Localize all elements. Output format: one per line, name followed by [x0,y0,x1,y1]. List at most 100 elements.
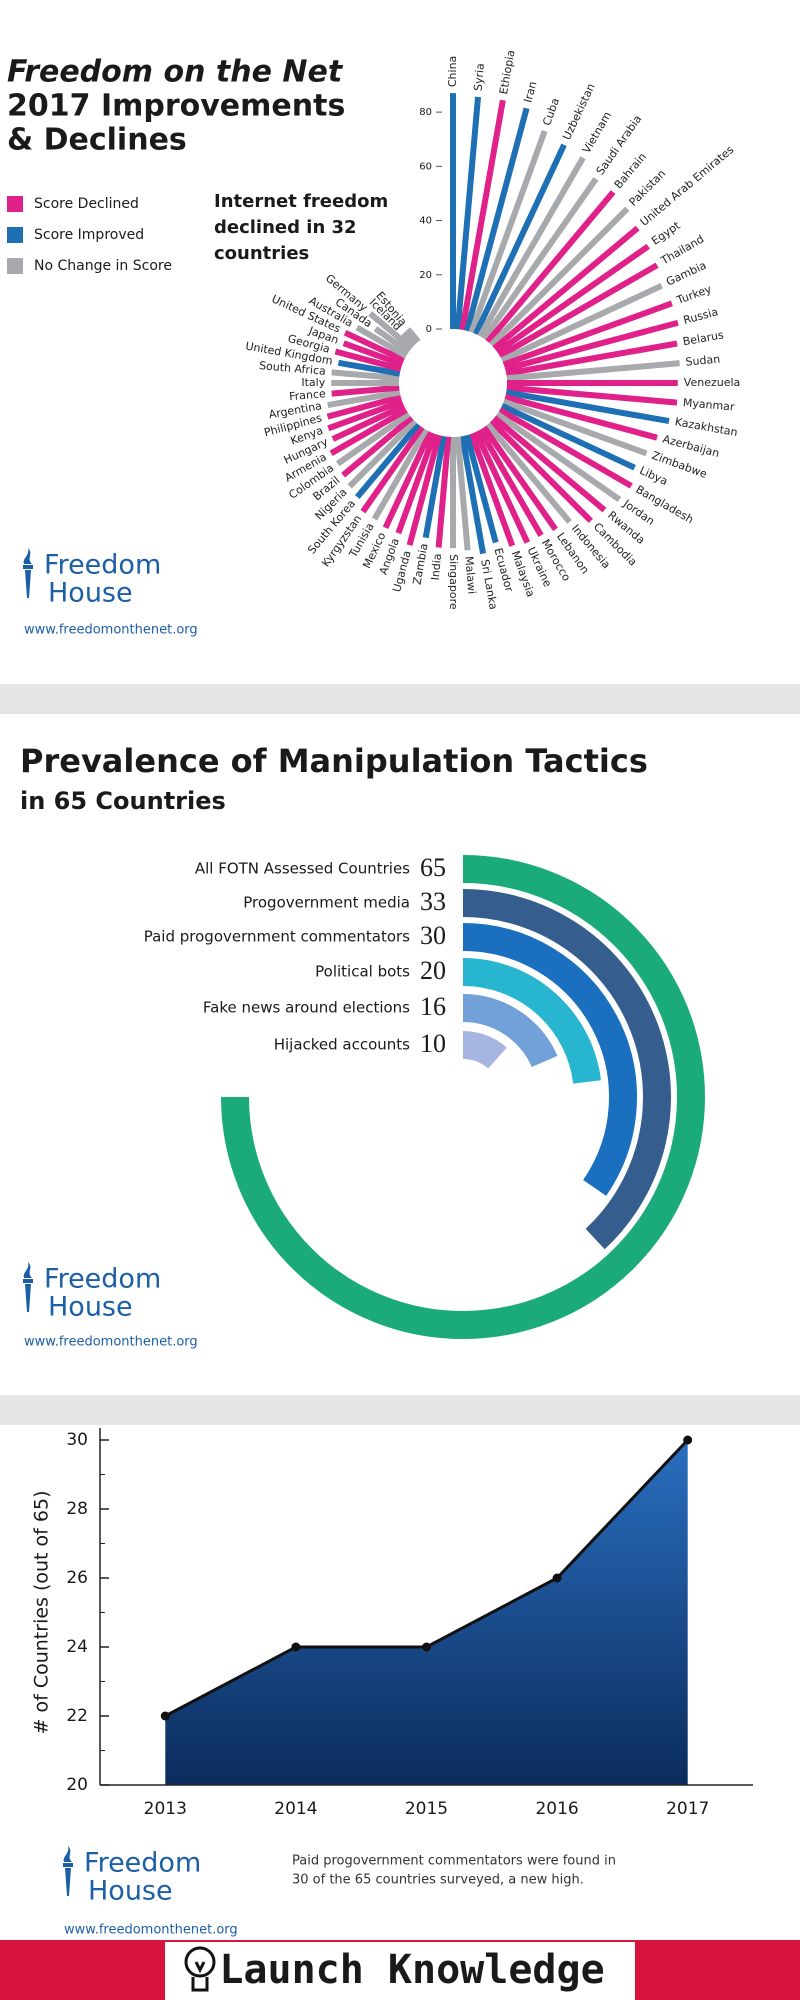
y-tick-label: 22 [66,1706,88,1726]
logo: Freedom House www.freedomonthenet.org [63,1846,238,1938]
legend-swatch [7,227,23,243]
country-label: Singapore [447,554,460,610]
banner-text: Launch Knowledge [219,1947,604,1993]
bar [500,282,663,363]
bar [506,360,680,382]
bar [331,403,406,442]
x-tick-label: 2014 [274,1799,317,1819]
title: Freedom on the Net [7,55,344,90]
brand-name: House [48,1292,133,1323]
torch-icon [63,1846,73,1896]
brand-name: Freedom [84,1848,201,1879]
category-label: Fake news around elections [203,999,410,1017]
value-label: 33 [420,887,446,916]
x-tick-label: 2013 [144,1799,187,1819]
bar [422,435,447,539]
bar [326,394,402,420]
header: Freedom on the Net 2017 Improvements & D… [7,55,388,265]
legend-label: No Change in Score [34,258,172,274]
y-tick-label: 24 [66,1637,88,1657]
bar [454,436,471,551]
bar [500,403,636,471]
bar [477,156,586,338]
bar [368,311,414,351]
point [552,1573,562,1583]
country-label: Ethiopia [497,49,518,95]
bar [502,398,648,457]
arc [462,923,637,1196]
bar [327,398,404,432]
country-label: Kazakhstan [674,415,739,439]
category-label: Paid progovernment commentators [144,928,410,946]
point [683,1435,693,1445]
bar [505,340,678,377]
bar [405,327,421,344]
separator [0,1395,800,1425]
category-label: All FOTN Assessed Countries [195,860,410,878]
bar [473,430,531,544]
bar [454,96,482,330]
arc [221,855,705,1339]
url: www.freedomonthenet.org [24,1335,198,1350]
arc [462,994,558,1068]
bar [343,329,406,363]
point [422,1642,431,1652]
bar [354,422,421,499]
arc [462,1031,507,1070]
bar [481,425,558,532]
note: 30 of the 65 countries surveyed, a new h… [292,1873,584,1888]
country-label: Cuba [540,96,562,127]
brand-name: House [88,1876,173,1907]
bar [489,206,630,347]
arc [462,958,601,1084]
bar [481,177,599,341]
bar [468,129,548,334]
bar [341,415,414,478]
bar [331,384,400,397]
legend-label: Score Declined [34,196,139,212]
value-label: 30 [420,921,446,950]
title: 2017 Improvements [7,89,345,124]
category-label: Progovernment media [243,894,410,912]
value-label: 65 [420,853,446,882]
country-label: Sudan [685,353,721,369]
r-tick-label: 0 [426,324,432,335]
point [291,1642,301,1652]
bar [489,419,593,523]
r-tick-label: 80 [419,107,432,118]
torch-icon [23,1262,33,1312]
bar [495,411,622,502]
legend: Score Declined Score Improved No Change in… [7,196,172,274]
bar [382,430,433,530]
bar [335,411,411,467]
value-label: 20 [420,956,446,985]
r-tick-label: 20 [419,270,432,281]
banner: Launch Knowledge [0,1940,800,2000]
bar [347,419,417,489]
country-label: Venezuela [684,376,741,389]
subtitle: declined in 32 [214,217,357,238]
logo: Freedom House www.freedomonthenet.org [23,1262,198,1350]
bar [373,326,411,355]
bar [495,243,650,355]
bar [492,415,607,513]
legend-swatch [7,196,23,212]
legend-label: Score Improved [34,227,144,243]
brand-name: House [48,578,133,609]
bar [464,107,530,332]
r-tick-label: 60 [419,161,432,172]
bar [504,394,658,441]
bar [485,422,572,524]
title: Prevalence of Manipulation Tactics [20,742,648,780]
subtitle: countries [214,243,309,264]
country-label: India [429,553,444,581]
separator [0,684,800,714]
point [160,1711,170,1721]
bar [498,407,633,489]
bar [505,389,670,425]
bar [473,143,567,336]
note: Paid progovernment commentators were fou… [292,1854,616,1869]
bar [459,435,487,555]
